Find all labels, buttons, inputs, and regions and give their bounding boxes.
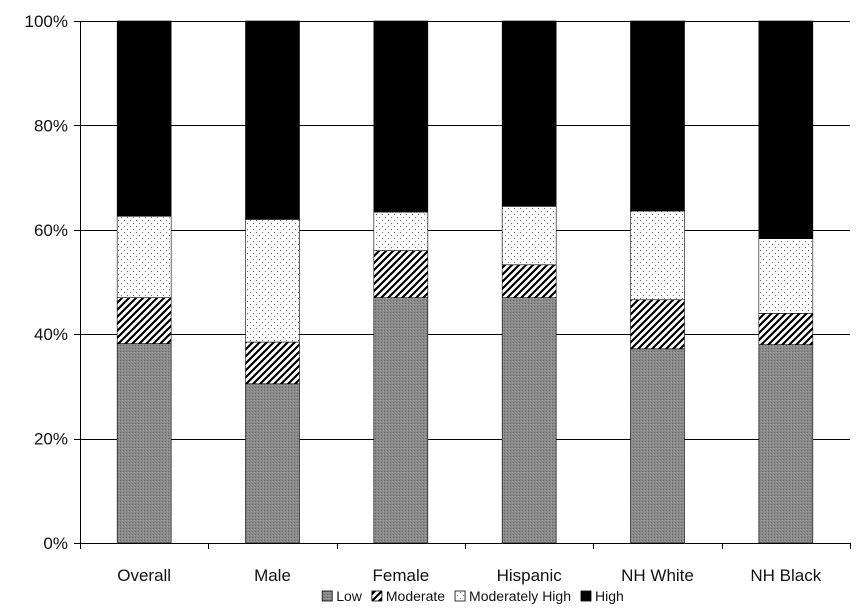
grid-lines [80, 21, 850, 440]
category-label-nh-black: NH Black [750, 566, 821, 585]
x-axis-category-labels: Overall Male Female Hispanic NH White NH Blac… [117, 566, 822, 585]
legend-label-moderate: Moderate [386, 588, 445, 604]
category-label-overall: Overall [117, 566, 171, 585]
bar-segment-high-female [373, 20, 429, 213]
bar-segment-moderately-high-overall [116, 215, 172, 298]
bar-segment-moderately-high-female [373, 211, 429, 251]
bar-segment-moderate-hispanic [501, 264, 557, 298]
bar-segment-high-hispanic [501, 20, 557, 207]
bar-segment-low-nh-white [630, 348, 685, 544]
legend-label-moderately-high: Moderately High [469, 588, 571, 604]
bar-segment-moderate-female [373, 250, 429, 298]
bar-segment-high-overall [116, 20, 172, 217]
bar-segment-low-hispanic [501, 297, 557, 544]
bar-segment-low-female [373, 297, 429, 544]
y-tick-label: 60% [34, 221, 68, 240]
y-tick-label: 0% [43, 534, 68, 553]
bar-segment-low-male [245, 383, 300, 544]
legend-swatch-moderately-high [454, 590, 466, 602]
category-label-male: Male [254, 566, 291, 585]
axes [74, 21, 851, 549]
bar-segment-moderate-nh-white [630, 299, 685, 350]
category-label-female: Female [372, 566, 429, 585]
bar-segment-low-nh-black [758, 344, 814, 544]
bar-segment-high-nh-white [630, 20, 685, 212]
category-label-nh-white: NH White [621, 566, 694, 585]
legend-label-low: Low [336, 588, 363, 604]
bar-segment-high-nh-black [758, 20, 814, 239]
y-axis-tick-labels: 0% 20% 40% 60% 80% 100% [25, 12, 68, 553]
bar-segment-moderate-nh-black [758, 313, 814, 345]
y-tick-label: 80% [34, 116, 68, 135]
bar-segment-low-overall [116, 343, 172, 544]
legend-label-high: High [595, 588, 624, 604]
bar-segment-moderate-overall [116, 297, 172, 344]
bar-segment-moderately-high-male [245, 219, 300, 343]
y-tick-label: 100% [25, 12, 68, 31]
y-tick-label: 20% [34, 430, 68, 449]
bar-segment-moderate-male [245, 341, 300, 385]
legend-swatch-moderate [371, 590, 383, 602]
bar-segment-high-male [245, 20, 300, 220]
bar-segment-moderately-high-nh-black [758, 238, 814, 314]
category-label-hispanic: Hispanic [497, 566, 563, 585]
bar-segment-moderately-high-nh-white [630, 210, 685, 301]
legend-swatch-low [321, 590, 333, 602]
bars [116, 20, 814, 544]
legend-swatch-high [580, 590, 592, 602]
legend: Low Moderate Moderately High High [321, 588, 624, 604]
y-tick-label: 40% [34, 325, 68, 344]
bar-segment-moderately-high-hispanic [501, 206, 557, 266]
